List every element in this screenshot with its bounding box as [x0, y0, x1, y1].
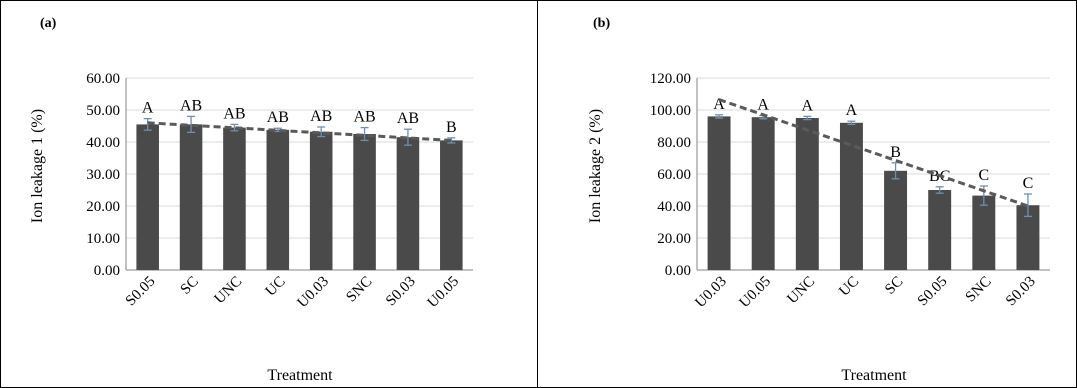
y-tick-label: 100.00: [650, 103, 691, 119]
y-tick-label: 30.00: [86, 167, 120, 183]
panel-a-yticks: 0.00 10.00 20.00 30.00 40.00 50.00 60.00: [86, 71, 120, 279]
y-tick-label: 20.00: [86, 199, 120, 215]
bar-U0.03: [309, 131, 333, 270]
bar-SC: [179, 124, 203, 271]
error-bar-U0.03: [317, 126, 326, 138]
y-tick-label: 50.00: [86, 103, 120, 119]
significance-letter: A: [713, 96, 725, 113]
panel-b-errorbars: [715, 114, 1032, 218]
panel-a-trend: [147, 121, 452, 142]
significance-letter: AB: [310, 108, 332, 125]
y-tick-label: 0.00: [665, 263, 691, 279]
bar-SNC: [353, 134, 376, 270]
trendline: [147, 121, 452, 142]
significance-letter: AB: [397, 110, 419, 127]
error-bar-U0.03: [715, 114, 724, 119]
error-bar-UNC: [803, 115, 812, 121]
error-bar-SNC: [979, 185, 988, 206]
error-bar-UNC: [230, 123, 239, 132]
bar-S0.05: [136, 124, 159, 271]
panel-a-errorbars: [143, 115, 456, 146]
y-tick-label: 10.00: [86, 231, 120, 247]
bar-UNC: [223, 127, 246, 270]
significance-letter: A: [846, 102, 858, 119]
panel-b-yticks: 0.00 20.00 40.00 60.00 80.00 100.00 120.00: [650, 71, 691, 279]
significance-letter: AB: [180, 97, 202, 114]
significance-letter: B: [890, 144, 901, 161]
y-tick-label: 0.00: [94, 263, 120, 279]
panel-b-ylabel: Ion leakage 2 (%): [587, 109, 604, 223]
significance-letter: A: [142, 100, 154, 117]
bar-S0.05: [928, 190, 952, 270]
significance-letter: A: [802, 97, 814, 114]
significance-letter: A: [757, 97, 769, 114]
error-bar-SNC: [360, 126, 369, 142]
bar-U0.05: [440, 140, 463, 270]
panel-a-label: (a): [40, 16, 57, 31]
y-tick-label: 60.00: [657, 167, 691, 183]
y-tick-label: 80.00: [657, 135, 691, 151]
significance-letter: AB: [267, 109, 289, 126]
error-bar-S0.05: [143, 117, 152, 131]
panel-b-bars: [707, 116, 1040, 271]
panel-a-ylabel: Ion leakage 1 (%): [29, 109, 46, 223]
significance-letter: AB: [223, 105, 245, 122]
error-bar-UC: [847, 120, 856, 126]
error-bar-U0.05: [447, 137, 456, 144]
bar-UNC: [795, 118, 819, 270]
panel-a-letters: A AB AB AB AB AB AB B: [142, 97, 457, 135]
significance-letter: B: [446, 119, 457, 136]
bar-SNC: [972, 195, 996, 270]
y-tick-label: 40.00: [657, 199, 691, 215]
bar-UC: [266, 129, 290, 270]
significance-letter: C: [978, 167, 989, 184]
y-tick-label: 40.00: [86, 135, 120, 151]
panel-b: (b) 0.00 20.00 40.00 60.00 80.00 100.00 120.00…: [537, 0, 1077, 388]
bar-U0.05: [751, 117, 775, 270]
bar-UC: [839, 122, 863, 270]
significance-letter: AB: [353, 109, 375, 126]
bar-S0.03: [1016, 205, 1040, 270]
panel-b-xlabel: Treatment: [841, 367, 907, 384]
error-bar-S0.05: [935, 186, 944, 194]
panel-a-xlabel: Treatment: [267, 367, 333, 384]
bar-U0.03: [707, 116, 731, 271]
error-bar-S0.03: [403, 128, 412, 146]
significance-letter: C: [1023, 175, 1034, 192]
y-tick-label: 60.00: [86, 71, 120, 87]
error-bar-S0.03: [1023, 193, 1032, 218]
bar-SC: [884, 170, 908, 270]
error-bar-SC: [187, 115, 196, 134]
panel-b-label: (b): [593, 16, 610, 31]
bar-S0.03: [396, 137, 420, 270]
y-tick-label: 20.00: [657, 231, 691, 247]
panel-a-bars: [136, 124, 463, 271]
y-tick-label: 120.00: [650, 71, 691, 87]
